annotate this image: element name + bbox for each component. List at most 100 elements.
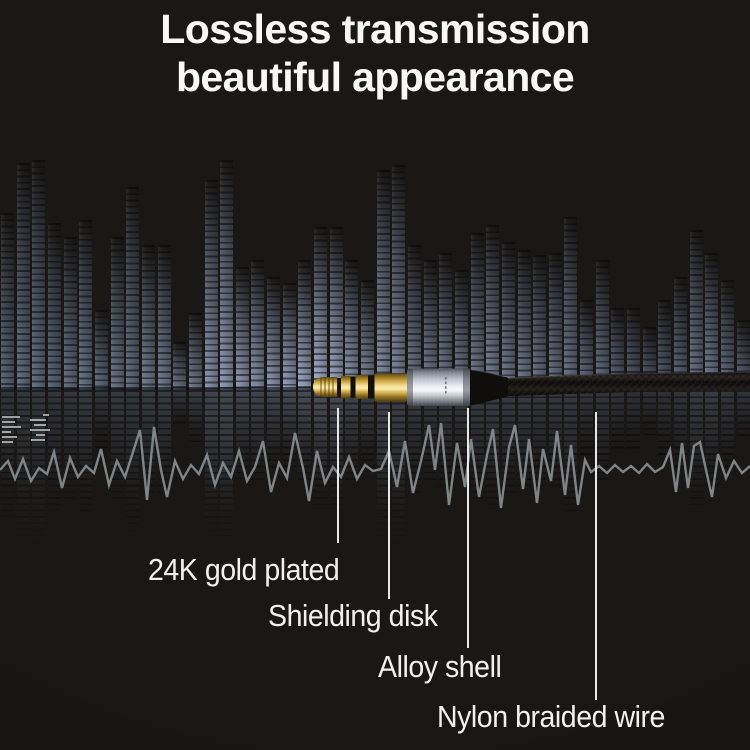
equalizer-bar	[235, 267, 249, 390]
equalizer-bar-reflection	[627, 390, 640, 449]
plug-shell-right-edge	[463, 368, 471, 406]
cable-strain-relief-highlight	[470, 369, 506, 378]
signal-tick-dash	[2, 416, 20, 418]
equalizer-bar	[595, 260, 609, 390]
signal-tick-dash	[2, 421, 15, 423]
equalizer-bar	[1, 213, 14, 390]
signal-tick-dash	[2, 431, 11, 433]
equalizer-bar	[470, 233, 484, 390]
equalizer-bar	[533, 255, 547, 390]
equalizer-bar	[689, 230, 703, 390]
signal-tick-dash	[30, 429, 50, 431]
braided-cable-sheen	[507, 371, 750, 380]
equalizer-bar	[580, 300, 594, 390]
plug-gold-ring-1	[341, 375, 351, 399]
equalizer-bar	[517, 250, 531, 390]
title-line-2: beautiful appearance	[175, 54, 575, 100]
plug-tip-groove	[337, 378, 341, 397]
equalizer-bar	[627, 308, 640, 390]
plug-gold-ring-2	[355, 375, 368, 399]
equalizer-bar	[376, 170, 390, 390]
equalizer-bar	[188, 313, 202, 390]
callout-label: Nylon braided wire	[437, 699, 665, 734]
signal-tick-dash	[36, 434, 45, 436]
equalizer-bar-reflection	[94, 390, 108, 448]
equalizer-bar	[267, 277, 281, 390]
equalizer-bar	[173, 342, 187, 390]
callout-line	[595, 412, 597, 700]
plug-insulator-ring-2	[368, 375, 375, 399]
plug-shell-brush-texture	[407, 368, 471, 406]
equalizer-bar	[423, 260, 437, 390]
equalizer-bar	[314, 227, 327, 390]
equalizer-bar	[360, 280, 374, 390]
equalizer-bar	[407, 245, 421, 390]
equalizer-bar-reflection	[360, 390, 374, 469]
equalizer-bar	[486, 225, 500, 390]
equalizer-bar	[720, 280, 734, 390]
equalizer-bar-reflection	[611, 390, 625, 449]
equalizer-bar-reflection	[642, 390, 656, 435]
equalizer-bar	[157, 245, 171, 390]
equalizer-bar	[298, 260, 312, 390]
equalizer-bar-reflection	[580, 390, 594, 455]
callout-label: 24K gold plated	[148, 552, 340, 587]
signal-tick-dash	[34, 424, 46, 426]
equalizer-bar	[705, 253, 719, 390]
page-title: Lossless transmission beautiful appearan…	[0, 5, 750, 101]
equalizer-bar-reflection	[267, 390, 281, 471]
equalizer-bar	[251, 260, 265, 390]
plug-shell-marking	[445, 377, 447, 394]
callout-line	[467, 408, 469, 648]
equalizer-bar-reflection	[173, 390, 187, 425]
equalizer-bar	[329, 227, 343, 390]
equalizer-bar	[126, 187, 140, 390]
braided-cable-weave	[508, 371, 750, 396]
signal-tick-dash	[31, 439, 45, 441]
equalizer-bar	[220, 160, 234, 390]
signal-tick-dash	[2, 426, 21, 428]
equalizer-bar	[141, 245, 155, 390]
equalizer-bar	[564, 217, 578, 390]
equalizer-bar	[392, 165, 406, 390]
plug-gold-barrel	[374, 373, 408, 402]
equalizer-bar	[454, 270, 468, 390]
plug-insulator-ring-1	[350, 376, 356, 398]
plug-shell-left-edge	[407, 368, 413, 406]
signal-tick-dash	[2, 441, 13, 443]
equalizer-bar	[611, 308, 625, 390]
equalizer-bar-reflection	[720, 390, 734, 469]
equalizer-bar	[48, 223, 61, 390]
equalizer-bar	[658, 300, 672, 390]
equalizer-bar	[110, 237, 124, 390]
equalizer-bar	[16, 163, 30, 390]
equalizer-bar	[674, 277, 687, 390]
callout-label: Shielding disk	[268, 598, 438, 633]
equalizer-bar-reflection	[736, 390, 750, 440]
cable-strain-relief	[470, 369, 508, 406]
callout-line	[388, 412, 390, 599]
equalizer-bar	[548, 253, 562, 390]
equalizer-bar-reflection	[188, 390, 202, 445]
equalizer-bar	[439, 253, 453, 390]
title-line-1: Lossless transmission	[160, 6, 590, 52]
signal-tick-dash	[2, 436, 17, 438]
equalizer-bar	[94, 310, 108, 390]
equalizer-bar	[63, 237, 77, 390]
equalizer-bar	[204, 180, 218, 390]
callout-line	[337, 408, 339, 543]
equalizer-bar	[79, 220, 93, 390]
equalizer-bar	[501, 242, 515, 390]
callout-label: Alloy shell	[378, 649, 502, 684]
equalizer-bar	[282, 283, 296, 390]
equalizer-bar	[345, 260, 359, 390]
equalizer-bar	[32, 160, 46, 390]
equalizer-bar-reflection	[658, 390, 672, 455]
plug-tip-ribs	[320, 377, 334, 397]
signal-tick-dash	[43, 414, 49, 416]
signal-tick-dash	[30, 419, 46, 421]
